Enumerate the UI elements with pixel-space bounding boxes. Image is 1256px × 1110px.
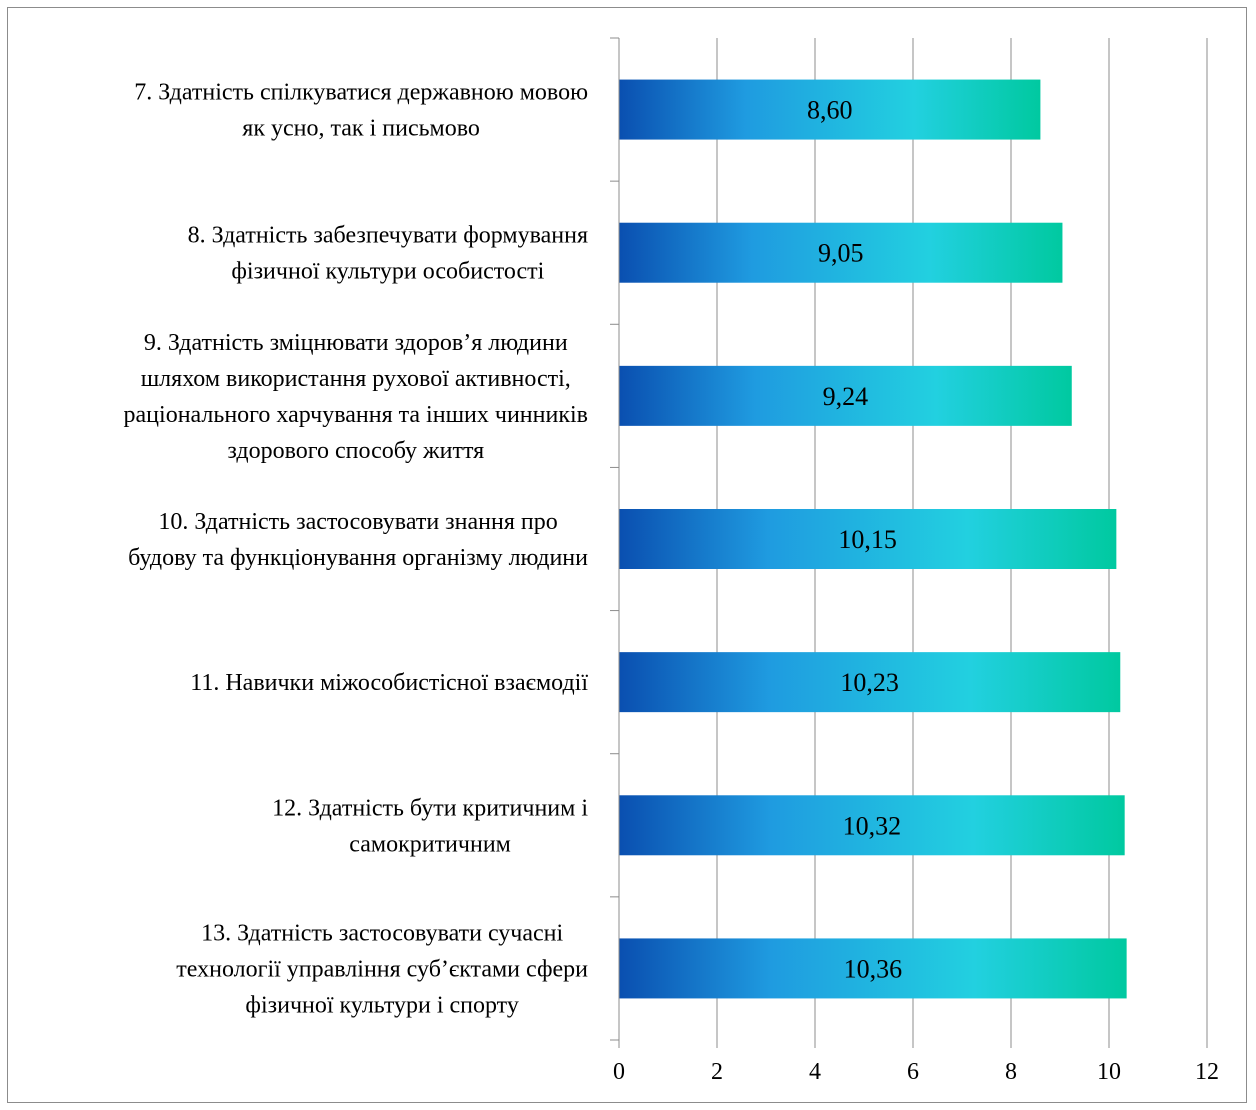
x-tick-label-4: 4	[809, 1059, 821, 1085]
bar-6	[619, 795, 1125, 856]
category-label-2: 8. Здатність забезпечувати формування фіз…	[188, 223, 588, 285]
bar-3	[619, 365, 1072, 426]
category-label-line: технології управління суб’єктами сфери	[176, 956, 588, 982]
data-label-4: 10,15	[838, 525, 897, 554]
category-label-4: 10. Здатність застосовувати знання про бу…	[128, 509, 588, 571]
data-label-3: 9,24	[823, 382, 869, 411]
bar-2	[619, 222, 1063, 283]
bar-4	[619, 509, 1117, 569]
category-label-5: 11. Навички міжособистісної взаємодії	[190, 670, 588, 696]
category-label-1: 7. Здатність спілкуватися державною мово…	[134, 80, 588, 142]
x-tick-label-8: 8	[1005, 1059, 1017, 1085]
category-label-line: 11. Навички міжособистісної взаємодії	[190, 670, 588, 696]
category-label-line: 7. Здатність спілкуватися державною мово…	[134, 80, 588, 106]
bar-7	[619, 938, 1127, 999]
x-tick-labels: 0 2 4 6 8 10 12	[613, 1059, 1219, 1085]
bar-1	[619, 79, 1041, 140]
data-label-5: 10,23	[840, 668, 899, 697]
category-label-line: як усно, так і письмово	[242, 116, 480, 142]
category-label-line: шляхом використання рухової активності,	[141, 366, 571, 392]
x-tick-label-12: 12	[1195, 1059, 1219, 1085]
x-tick-label-0: 0	[613, 1059, 625, 1085]
category-label-3: 9. Здатність зміцнювати здоров’я людини ш…	[124, 330, 588, 464]
axes	[610, 37, 1208, 1048]
category-label-line: 8. Здатність забезпечувати формування	[188, 223, 588, 249]
category-label-line: 12. Здатність бути критичним і	[272, 795, 588, 821]
category-label-line: 13. Здатність застосовувати сучасні	[201, 920, 563, 946]
category-label-line: фізичної культури і спорту	[245, 992, 518, 1018]
category-label-line: будову та функціонування організму людин…	[128, 545, 588, 571]
category-label-line: фізичної культури особистості	[231, 259, 544, 285]
x-tick-label-2: 2	[711, 1059, 723, 1085]
category-label-line: самокритичним	[349, 831, 511, 857]
data-label-2: 9,05	[818, 239, 864, 268]
x-tick-label-10: 10	[1097, 1059, 1121, 1085]
bar-5	[619, 652, 1121, 713]
data-label-1: 8,60	[807, 96, 853, 125]
data-label-7: 10,36	[844, 954, 903, 983]
category-label-line: 10. Здатність застосовувати знання про	[158, 509, 557, 535]
x-tick-label-6: 6	[907, 1059, 919, 1085]
category-label-line: 9. Здатність зміцнювати здоров’я людини	[144, 330, 568, 356]
category-labels: 7. Здатність спілкуватися державною мово…	[124, 80, 589, 1019]
data-label-6: 10,32	[843, 811, 902, 840]
category-label-7: 13. Здатність застосовувати сучасні техно…	[176, 920, 588, 1018]
category-label-line: раціонального харчування та інших чинник…	[124, 402, 588, 428]
category-label-6: 12. Здатність бути критичним і самокритич…	[272, 795, 588, 857]
bars: 8,60 9,05 9,24 10,15 10,23 10,32 10,36	[619, 79, 1127, 999]
category-label-line: здорового способу життя	[227, 438, 484, 464]
